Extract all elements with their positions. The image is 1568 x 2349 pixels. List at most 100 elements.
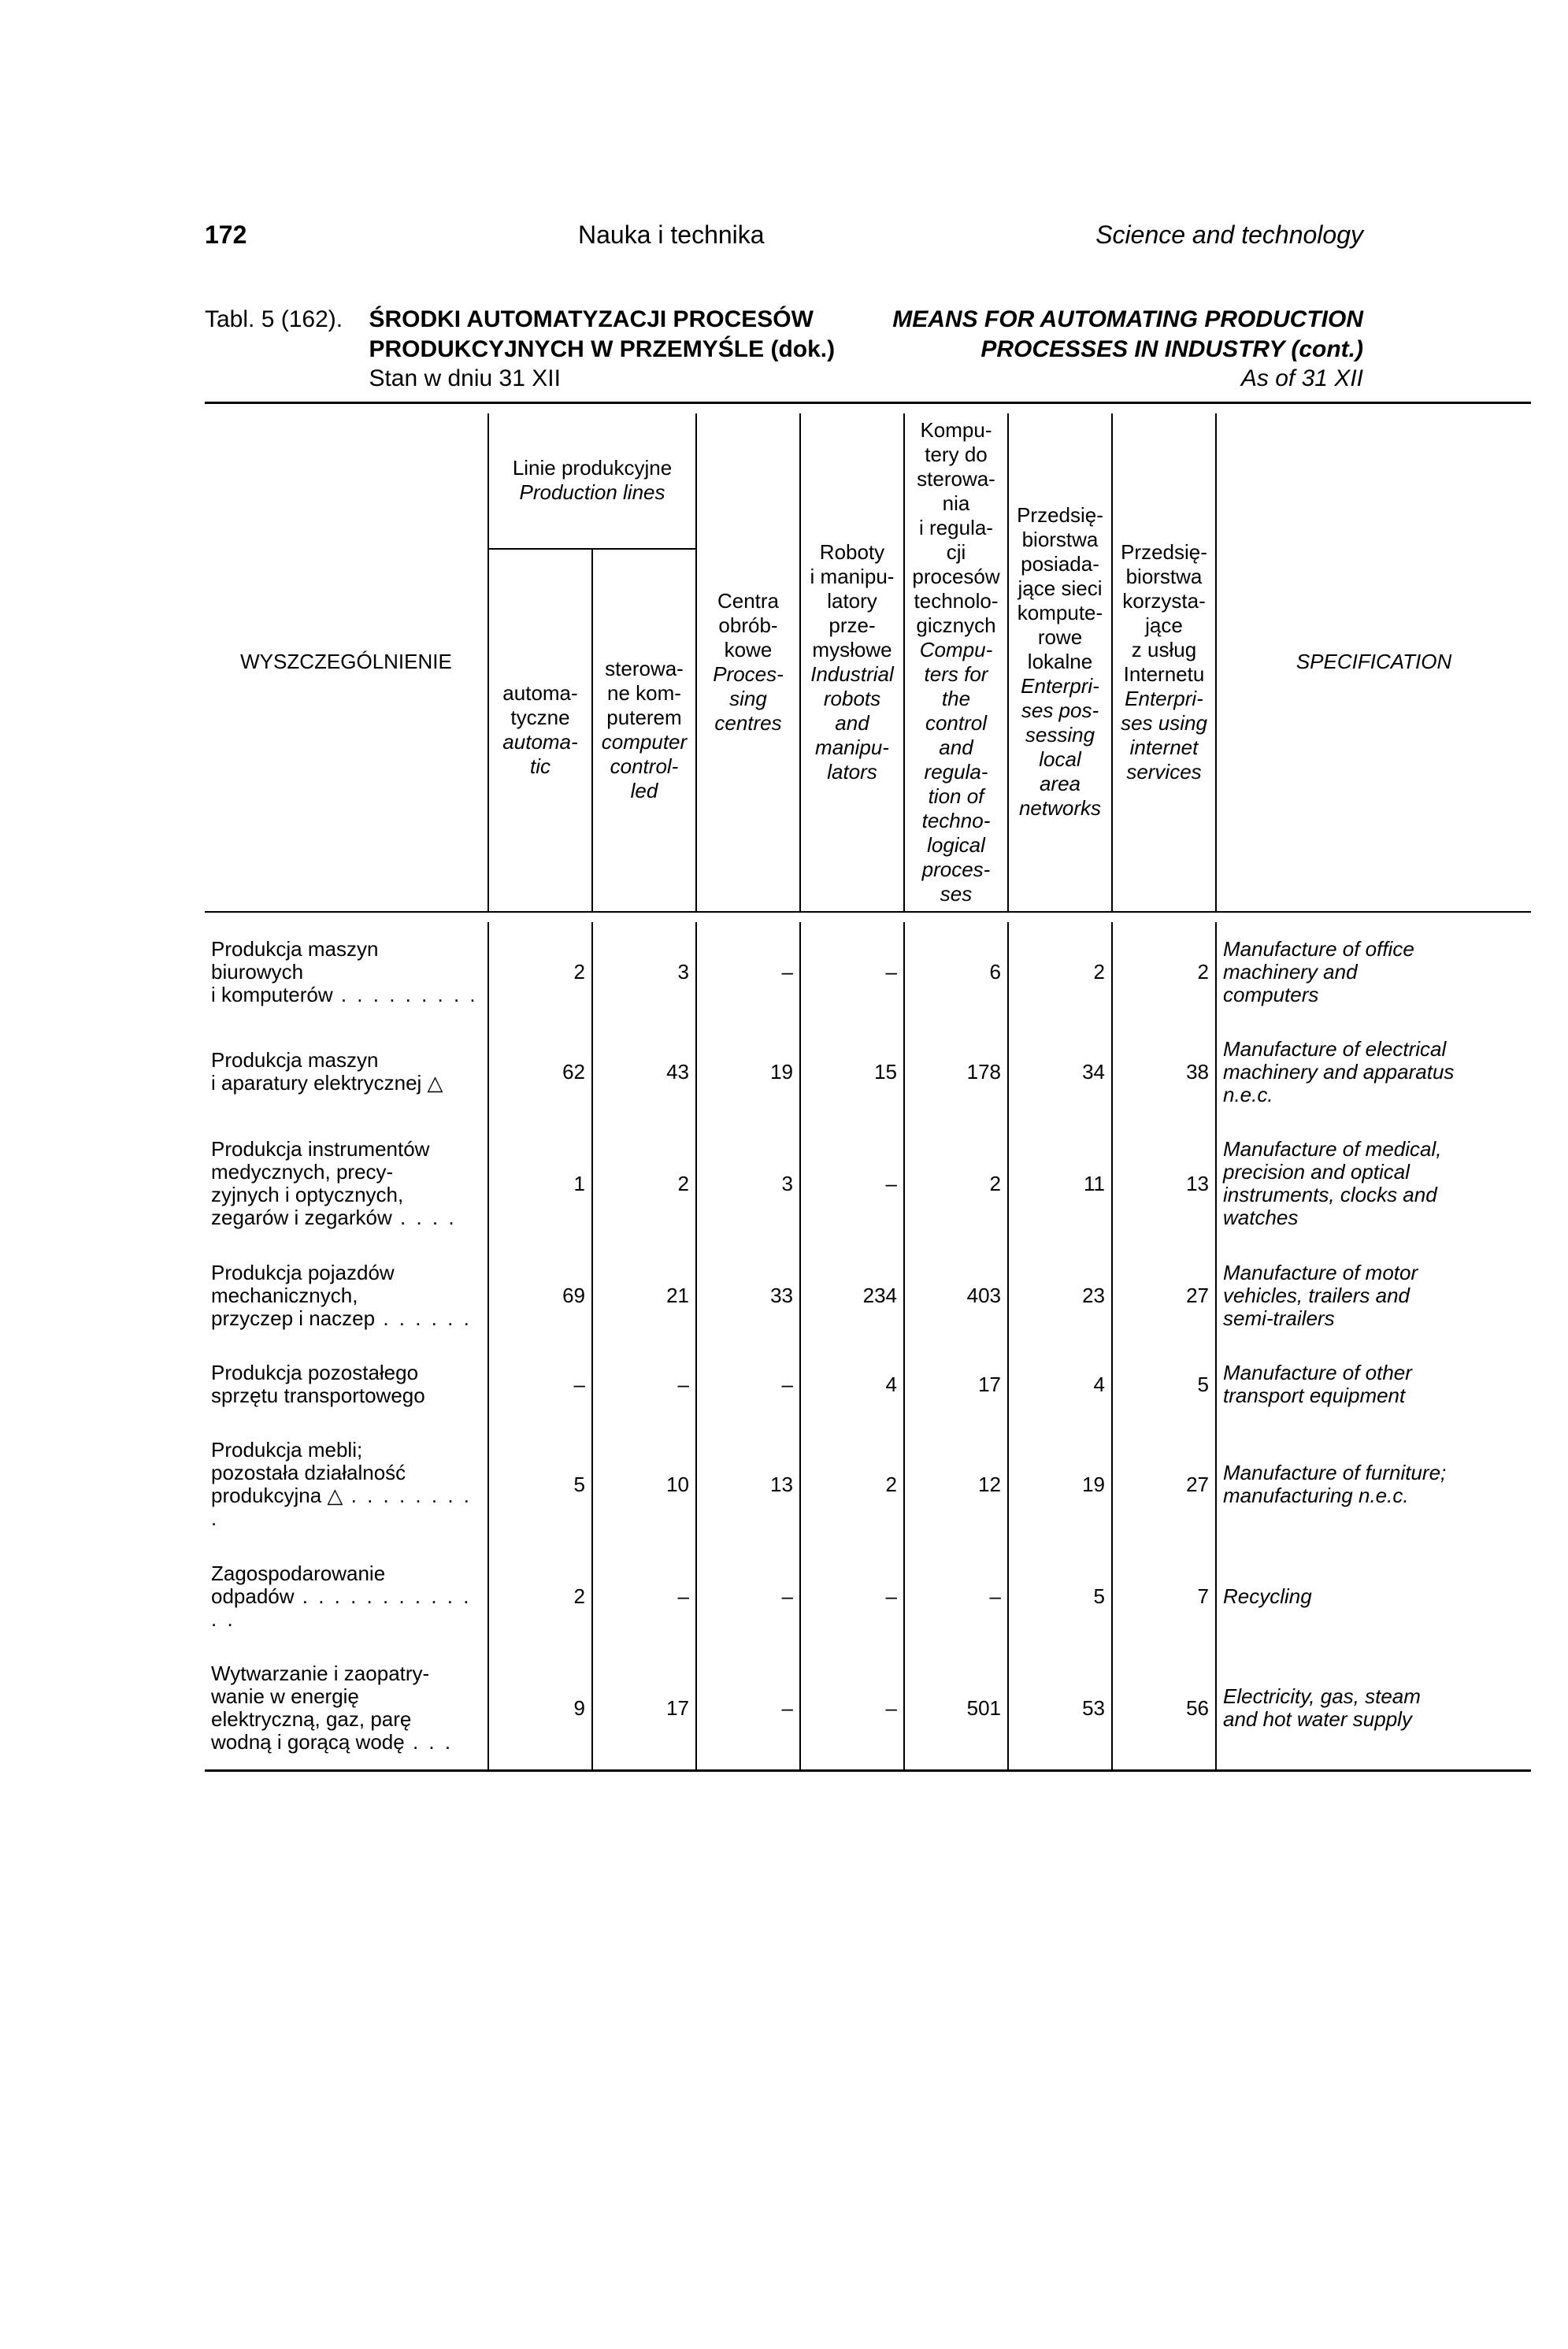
cell: 15 — [800, 1022, 904, 1122]
row-label-en: Manufacture of othertransport equipment — [1216, 1346, 1531, 1423]
hdr-c3: Centraobrób-kowe Proces-singcentres — [696, 413, 800, 912]
cell: 19 — [1008, 1423, 1112, 1546]
cell: 10 — [592, 1423, 696, 1546]
section-en: Science and technology — [1095, 220, 1363, 250]
table-label: Tabl. 5 (162). — [205, 306, 343, 332]
cell: 33 — [696, 1246, 800, 1346]
row-label-pl: Zagospodarowanieodpadów . . . . . . . . … — [205, 1547, 488, 1647]
cell: 2 — [488, 1547, 592, 1647]
row-label-en: Manufacture of officemachinery andcomput… — [1216, 922, 1531, 1022]
cell: 53 — [1008, 1647, 1112, 1771]
table-row: Produkcja pozostałegosprzętu transportow… — [205, 1346, 1531, 1423]
hdr-c1-en: automa-tic — [502, 730, 577, 778]
cell: – — [592, 1547, 696, 1647]
cell: 5 — [488, 1423, 592, 1546]
cell: 4 — [800, 1346, 904, 1423]
row-label-pl: Produkcja instrumentówmedycznych, precy-… — [205, 1122, 488, 1245]
cell: 27 — [1112, 1423, 1216, 1546]
cell: 34 — [1008, 1022, 1112, 1122]
cell: 2 — [800, 1423, 904, 1546]
row-label-pl: Produkcja maszyni aparatury elektrycznej… — [205, 1022, 488, 1122]
cell: 12 — [904, 1423, 1008, 1546]
hdr-c5-pl: Kompu-tery dosterowa-niai regula-cjiproc… — [912, 418, 999, 637]
hdr-c4: Robotyi manipu-latoryprze-mysłowe Indust… — [800, 413, 904, 912]
cell: 1 — [488, 1122, 592, 1245]
table-row: Produkcja mebli;pozostała działalnośćpro… — [205, 1423, 1531, 1546]
cell: 2 — [592, 1122, 696, 1245]
title-en-sub: As of 31 XII — [1241, 365, 1363, 391]
page: 172 Nauka i technika Science and technol… — [0, 0, 1568, 2349]
hdr-prodlines-pl: Linie produkcyjne — [513, 456, 672, 480]
hdr-prodlines-en: Production lines — [520, 480, 665, 504]
page-number: 172 — [205, 220, 247, 250]
row-label-pl: Produkcja pozostałegosprzętu transportow… — [205, 1346, 488, 1423]
cell: 5 — [1112, 1346, 1216, 1423]
hdr-c7-pl: Przedsię-biorstwakorzysta-jącez usługInt… — [1121, 540, 1207, 686]
hdr-c3-pl: Centraobrób-kowe — [717, 589, 779, 661]
cell: 2 — [1008, 922, 1112, 1022]
hdr-c5-en: Compu-ters forthecontrolandregula-tion o… — [920, 638, 992, 906]
cell: 11 — [1008, 1122, 1112, 1245]
table-row: Produkcja maszynbiurowychi komputerów . … — [205, 922, 1531, 1022]
hdr-c7-en: Enterpri-ses usinginternetservices — [1121, 687, 1207, 784]
title-en-line1: MEANS FOR AUTOMATING PRODUCTION — [892, 306, 1363, 332]
hdr-c2: sterowa-ne kom-puterem computercontrol-l… — [592, 549, 696, 911]
hdr-c3-en: Proces-singcentres — [713, 662, 784, 735]
table-row: Produkcja instrumentówmedycznych, precy-… — [205, 1122, 1531, 1245]
row-label-pl: Produkcja mebli;pozostała działalnośćpro… — [205, 1423, 488, 1546]
row-label-pl: Produkcja maszynbiurowychi komputerów . … — [205, 922, 488, 1022]
cell: 234 — [800, 1246, 904, 1346]
row-label-en: Manufacture of electricalmachinery and a… — [1216, 1022, 1531, 1122]
cell: 43 — [592, 1022, 696, 1122]
hdr-stub: WYSZCZEGÓLNIENIE — [205, 413, 488, 912]
cell: 62 — [488, 1022, 592, 1122]
hdr-c1-pl: automa-tyczne — [502, 681, 577, 729]
title-en-line2: PROCESSES IN INDUSTRY (cont.) — [980, 336, 1363, 362]
cell: 17 — [592, 1647, 696, 1771]
cell: 2 — [904, 1122, 1008, 1245]
hdr-c2-pl: sterowa-ne kom-puterem — [605, 657, 684, 729]
hdr-c5: Kompu-tery dosterowa-niai regula-cjiproc… — [904, 413, 1008, 912]
cell: 23 — [1008, 1246, 1112, 1346]
cell: 5 — [1008, 1547, 1112, 1647]
cell: 178 — [904, 1022, 1008, 1122]
title-right: MEANS FOR AUTOMATING PRODUCTION PROCESSE… — [892, 305, 1363, 394]
section-pl: Nauka i technika — [578, 220, 765, 250]
cell: 19 — [696, 1022, 800, 1122]
cell: 501 — [904, 1647, 1008, 1771]
hdr-spec: SPECIFICATION — [1216, 413, 1531, 912]
cell: 3 — [696, 1122, 800, 1245]
row-label-en: Manufacture of medical,precision and opt… — [1216, 1122, 1531, 1245]
cell: – — [800, 1647, 904, 1771]
cell: 4 — [1008, 1346, 1112, 1423]
cell: 3 — [592, 922, 696, 1022]
data-table: WYSZCZEGÓLNIENIE Linie produkcyjne Produ… — [205, 402, 1531, 1782]
cell: – — [800, 922, 904, 1022]
title-pl-line2: PRODUKCYJNYCH W PRZEMYŚLE (dok.) — [369, 336, 835, 362]
header-row-1: WYSZCZEGÓLNIENIE Linie produkcyjne Produ… — [205, 413, 1531, 550]
running-head: 172 Nauka i technika Science and technol… — [205, 220, 1363, 250]
cell: – — [488, 1346, 592, 1423]
row-label-pl: Wytwarzanie i zaopatry-wanie w energięel… — [205, 1647, 488, 1771]
cell: 9 — [488, 1647, 592, 1771]
cell: 2 — [488, 922, 592, 1022]
cell: – — [696, 1346, 800, 1423]
title-block: Tabl. 5 (162). ŚRODKI AUTOMATYZACJI PROC… — [205, 305, 1363, 394]
hdr-c4-en: Industrialrobotsandmanipu-lators — [810, 662, 894, 784]
row-label-en: Manufacture of motorvehicles, trailers a… — [1216, 1246, 1531, 1346]
hdr-c4-pl: Robotyi manipu-latoryprze-mysłowe — [810, 540, 895, 661]
row-label-pl: Produkcja pojazdówmechanicznych,przyczep… — [205, 1246, 488, 1346]
hdr-prodlines: Linie produkcyjne Production lines — [488, 413, 696, 550]
table-row: Wytwarzanie i zaopatry-wanie w energięel… — [205, 1647, 1531, 1771]
cell: 17 — [904, 1346, 1008, 1423]
row-label-en: Recycling — [1216, 1547, 1531, 1647]
cell: – — [696, 1547, 800, 1647]
cell: – — [696, 922, 800, 1022]
cell: 27 — [1112, 1246, 1216, 1346]
cell: – — [904, 1547, 1008, 1647]
table-row: Produkcja pojazdówmechanicznych,przyczep… — [205, 1246, 1531, 1346]
title-pl-sub: Stan w dniu 31 XII — [369, 365, 561, 391]
hdr-c2-en: computercontrol-led — [602, 730, 687, 802]
cell: 13 — [696, 1423, 800, 1546]
hdr-c7: Przedsię-biorstwakorzysta-jącez usługInt… — [1112, 413, 1216, 912]
